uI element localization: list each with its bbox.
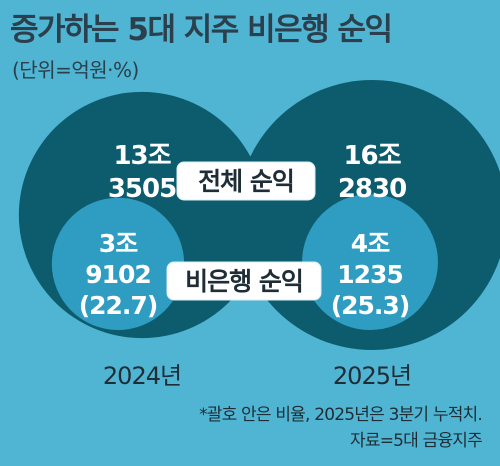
total-profit-label-box	[176, 161, 316, 201]
total-profit-label: 전체 순익	[176, 161, 316, 201]
nonbank-value-1-line2: 9102	[85, 260, 151, 289]
total-value-2-line2: 2830	[338, 174, 406, 204]
nonbank-value-1-line1: 3조	[99, 229, 138, 258]
source: 자료=5대 금융지주	[350, 431, 483, 451]
footnote: *괄호 안은 비율, 2025년은 3분기 누적치.	[199, 405, 483, 425]
nonbank-share-2: (25.3)	[331, 291, 410, 320]
nonbank-profit-label-box	[166, 261, 322, 301]
nonbank-profit-label: 비은행 순익	[166, 261, 322, 301]
total-value-2-line1: 16조	[343, 141, 401, 171]
year-label-1: 2024년	[103, 362, 181, 390]
year-label-2: 2025년	[333, 362, 411, 390]
nonbank-circle-1	[51, 197, 185, 330]
footnote-block: *괄호 안은 비율, 2025년은 3분기 누적치. 자료=5대 금융지주	[199, 402, 483, 454]
nonbank-value-2-line2: 1235	[337, 260, 403, 289]
total-profit-label-text: 전체 순익	[198, 167, 294, 196]
total-value-1-line1: 13조	[113, 141, 171, 171]
nonbank-circle-2	[302, 194, 438, 330]
nonbank-profit-label-text: 비은행 순익	[185, 267, 303, 296]
nonbank-share-1: (22.7)	[79, 291, 158, 320]
total-value-1-line2: 3505	[108, 174, 176, 204]
nonbank-value-2-line1: 4조	[351, 229, 390, 258]
page-title: 증가하는 5대 지주 비은행 순익	[10, 12, 393, 48]
unit-label: (단위=억원·%)	[12, 58, 139, 82]
